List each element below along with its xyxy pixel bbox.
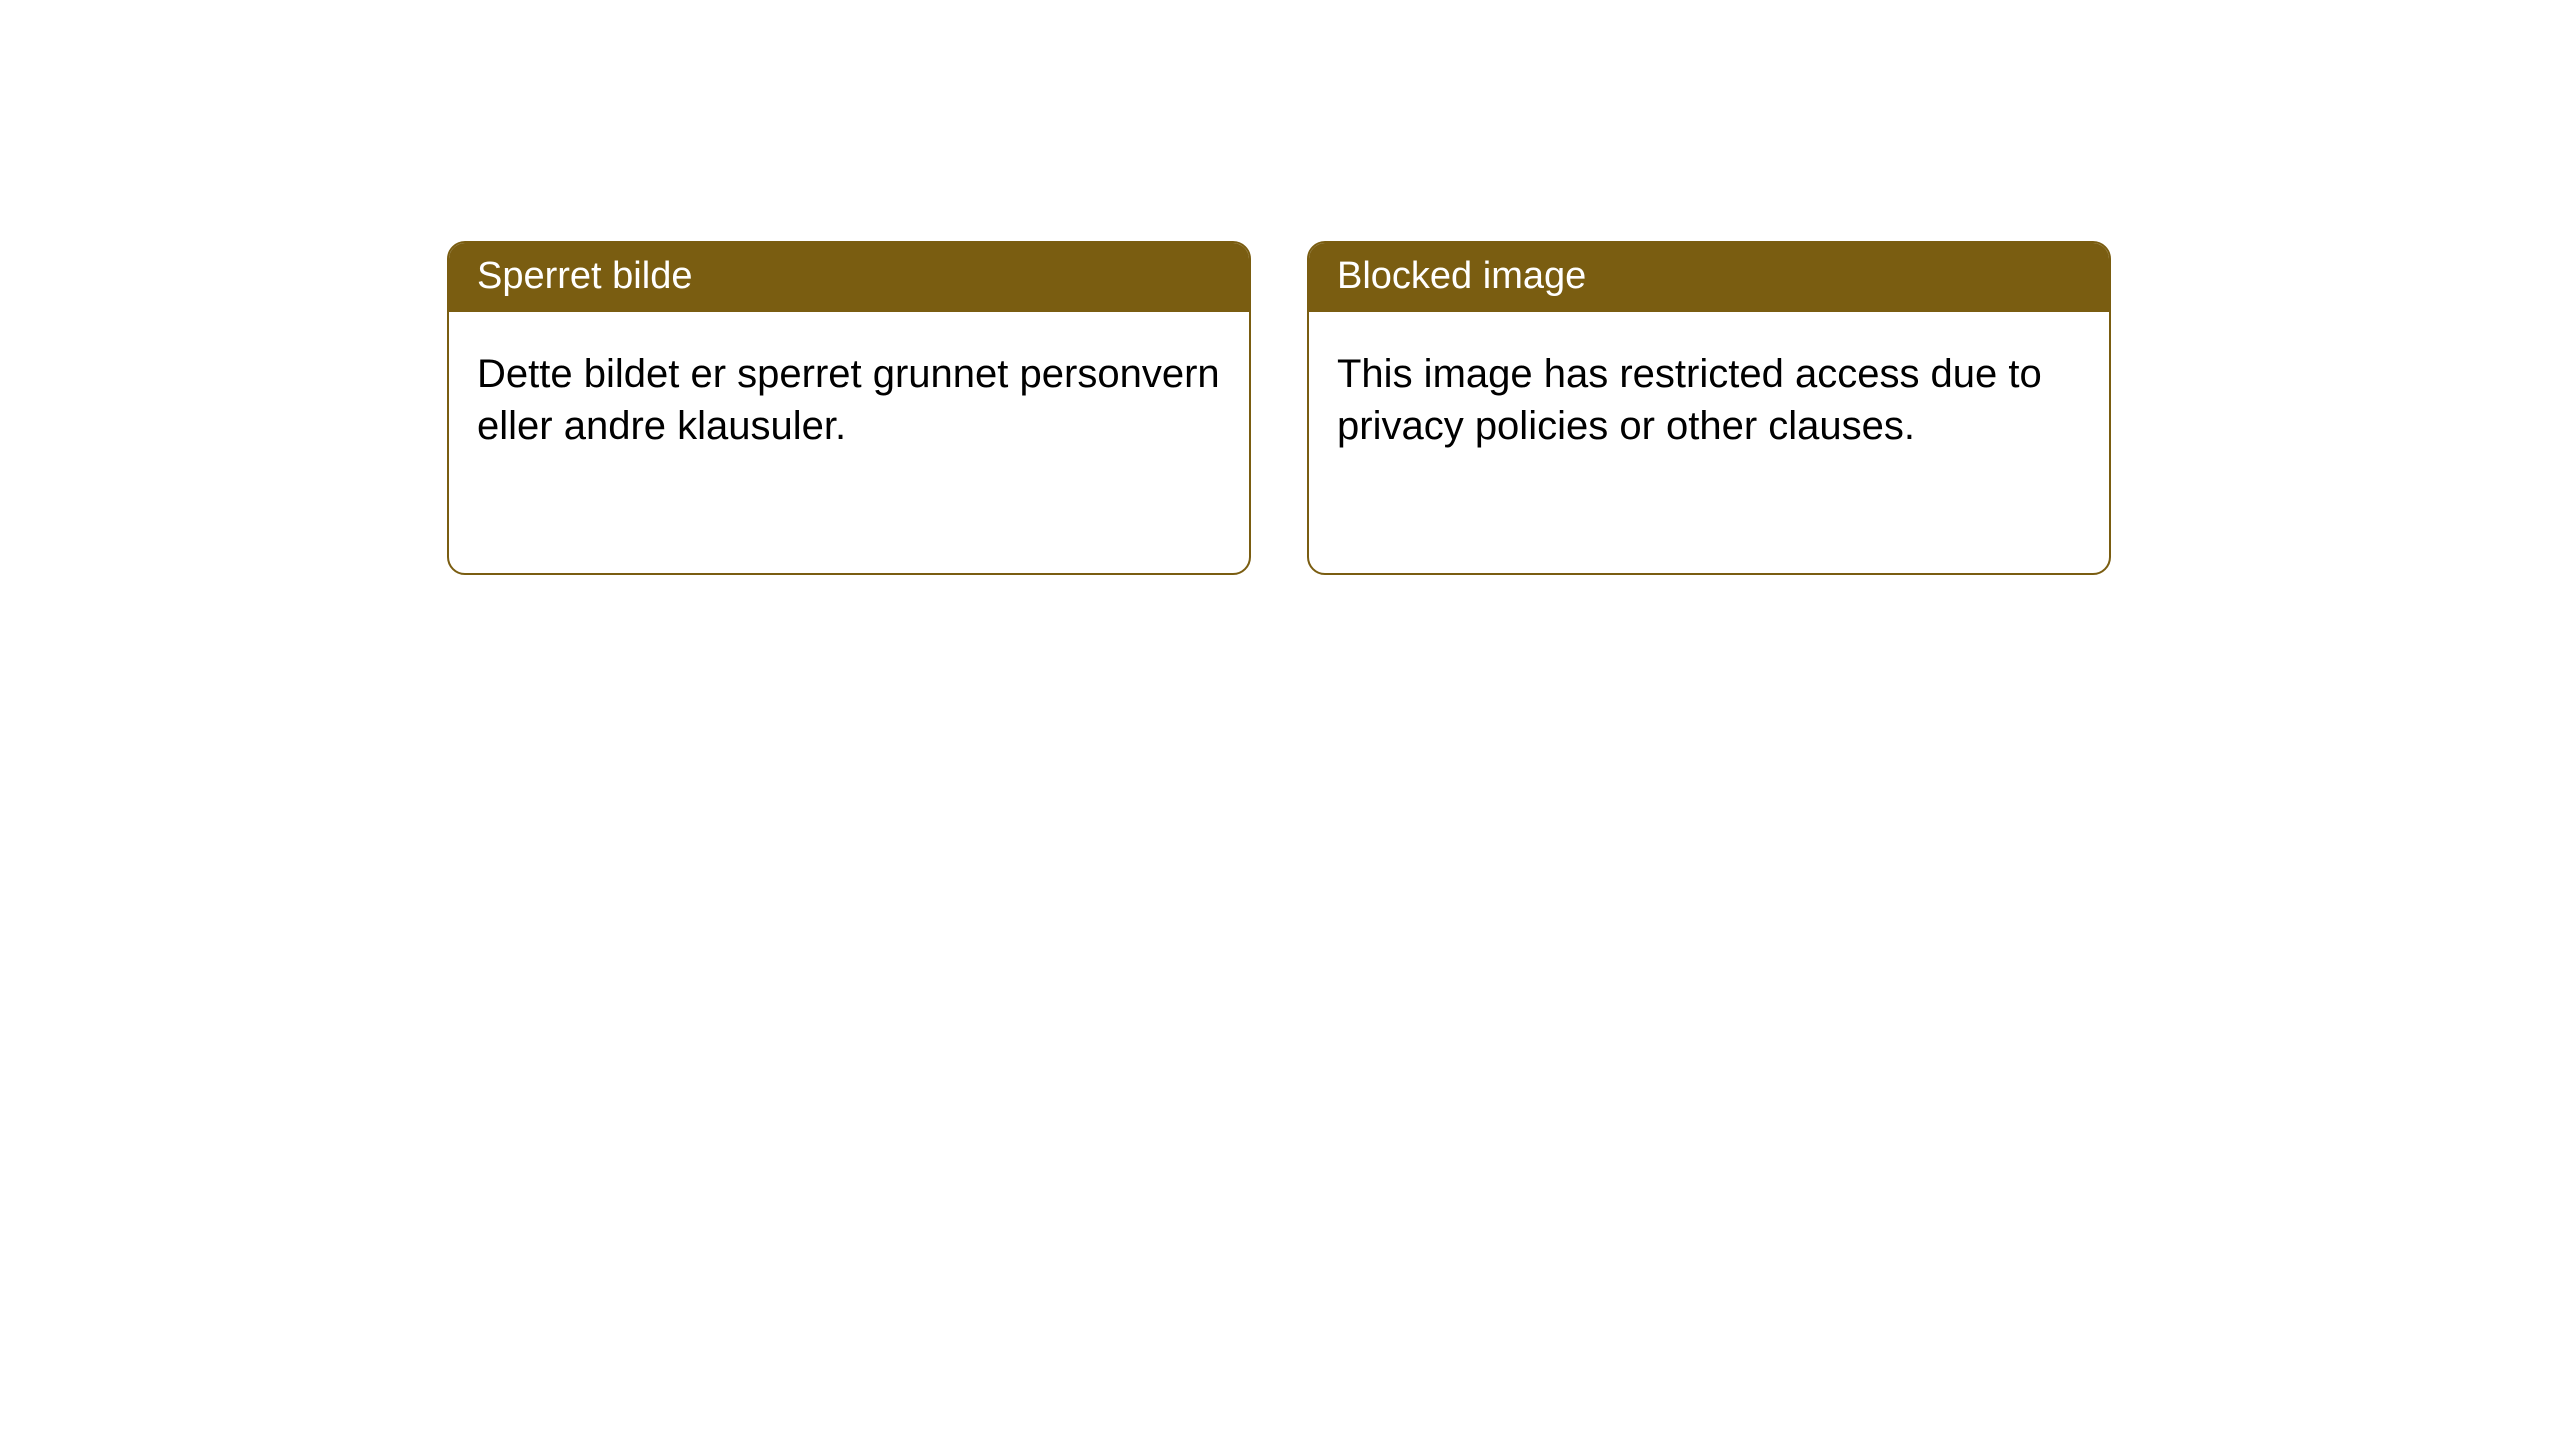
notice-cards-container: Sperret bilde Dette bildet er sperret gr… — [447, 241, 2111, 575]
card-body-no: Dette bildet er sperret grunnet personve… — [449, 312, 1249, 574]
card-title-en: Blocked image — [1309, 243, 2109, 312]
blocked-image-card-en: Blocked image This image has restricted … — [1307, 241, 2111, 575]
card-title-no: Sperret bilde — [449, 243, 1249, 312]
blocked-image-card-no: Sperret bilde Dette bildet er sperret gr… — [447, 241, 1251, 575]
card-body-en: This image has restricted access due to … — [1309, 312, 2109, 574]
